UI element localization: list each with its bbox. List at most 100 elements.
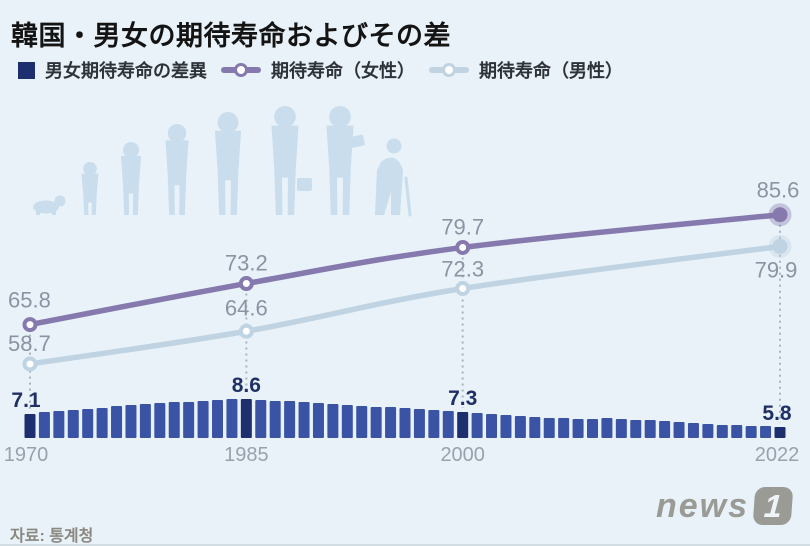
gap-bar-2022 [774,427,786,438]
gap-bar-2015 [673,422,685,438]
female-life-expectancy-marker-2000 [455,239,471,255]
male-life-expectancy-line [27,243,783,367]
news1-logo-badge: 1 [752,487,794,525]
male-life-expectancy-marker-2000 [455,281,471,297]
news1-logo-text: news [655,487,749,525]
gap-bar-1970 [24,414,36,438]
gap-bar-1996 [399,408,411,438]
x-tick-2022: 2022 [755,444,800,466]
male-life-expectancy-value-label-1985: 64.6 [225,295,268,320]
gap-bar-1990 [312,403,324,438]
gap-value-label-1970: 7.1 [11,389,41,412]
silhouette-adult-head [217,112,239,133]
legend-item-female: 期待寿命（女性） [221,57,415,83]
silhouette-adult-briefcase-head [274,106,296,128]
female-life-expectancy-value-label-2000: 79.7 [441,214,484,239]
x-tick-1970: 1970 [4,444,49,466]
male-life-expectancy-value-label-2000: 72.3 [441,257,484,282]
gap-bar-2007 [558,418,570,438]
female-line-swatch-icon [221,63,261,77]
gap-bar-1981 [183,402,195,438]
silhouette-toddler-head [83,162,97,176]
source-label: 자료: 통계청 [10,528,94,545]
female-life-expectancy-endpoint-marker [772,207,788,223]
gap-bar-2008 [572,419,584,438]
silhouette-middle-aged-head [329,106,351,128]
gap-bar-1992 [341,405,353,438]
gap-bar-1979 [154,403,166,438]
gap-bar-1974 [82,409,94,438]
gap-bar-2006 [543,418,555,438]
silhouette-baby-arm [52,207,56,215]
gap-bar-2012 [630,420,642,438]
gap-bar-2014 [659,421,671,438]
gap-bar-1991 [327,404,339,438]
gap-square-swatch-icon [18,61,35,79]
gap-bar-1994 [370,407,382,438]
gap-bar-1971 [38,412,50,438]
gap-bar-1976 [111,406,123,438]
female-marker-dot-icon [234,63,248,77]
gap-bar-2004 [514,416,526,438]
gap-bar-2011 [615,419,627,438]
gap-bar-2009 [586,419,598,438]
silhouette-middle-aged-body [326,125,354,215]
news1-logo: news 1 [655,487,794,525]
gap-bar-1983 [211,400,223,438]
gap-bar-1997 [413,409,425,438]
male-life-expectancy-marker-1970 [22,356,38,372]
gap-bar-1978 [139,404,151,438]
gap-bar-2005 [529,417,541,438]
legend-label-male: 期待寿命（男性） [479,61,623,81]
gap-bar-2019 [731,425,743,438]
gap-bar-2002 [486,414,498,438]
silhouette-elderly-body [375,157,403,215]
gap-bar-2003 [500,415,512,438]
silhouette-book [348,134,365,149]
gap-bar-2021 [760,426,772,438]
gap-bar-2013 [644,420,656,438]
female-life-expectancy-marker-1985 [238,276,254,292]
gap-bar-1973 [67,410,79,438]
legend-label-female: 期待寿命（女性） [271,61,415,81]
female-life-expectancy-line [27,211,783,328]
silhouette-adult-body [215,130,241,215]
gap-value-label-1985: 8.6 [232,374,261,397]
page-title: 韓国・男女の期待寿命およびその差 [11,21,451,51]
gap-bar-1984 [226,399,238,438]
gap-bar-2000 [457,412,469,438]
gap-bar-1982 [197,401,209,438]
gap-value-label-2022: 5.8 [762,402,792,425]
legend-label-gap: 男女期待寿命の差異 [45,61,207,81]
gap-bar-2001 [471,413,483,438]
gap-bar-1986 [255,400,267,438]
silhouette-teen-head [167,124,187,143]
female-life-expectancy-value-label-2022: 85.6 [757,178,800,203]
gap-bar-2010 [601,418,613,438]
silhouette-adult-briefcase-body [271,125,299,215]
gap-bar-1995 [385,407,397,438]
silhouette-baby-leg [36,207,40,215]
gap-bar-1988 [284,401,296,438]
male-life-expectancy-marker-1985 [238,323,254,339]
silhouette-child-head [123,142,139,158]
male-line-swatch-icon [429,63,469,77]
gap-bar-1985 [240,399,252,438]
x-tick-1985: 1985 [224,444,269,466]
gap-bar-2016 [687,423,699,438]
gap-bar-1975 [96,408,108,438]
gap-bar-1980 [168,402,180,438]
gap-bar-2020 [745,426,757,438]
legend: 男女期待寿命の差異 期待寿命（女性） 期待寿命（男性） [18,57,623,83]
x-tick-2000: 2000 [440,444,485,466]
gap-bar-1972 [53,411,65,438]
gap-value-label-2000: 7.3 [448,387,477,410]
silhouette-cane [404,176,412,217]
male-marker-dot-icon [442,63,456,77]
gap-bar-1987 [269,401,281,438]
gap-bar-1998 [428,410,440,438]
female-life-expectancy-marker-1970 [22,317,38,333]
male-life-expectancy-value-label-1970: 58.7 [8,331,51,356]
silhouette-child-body [121,156,141,215]
